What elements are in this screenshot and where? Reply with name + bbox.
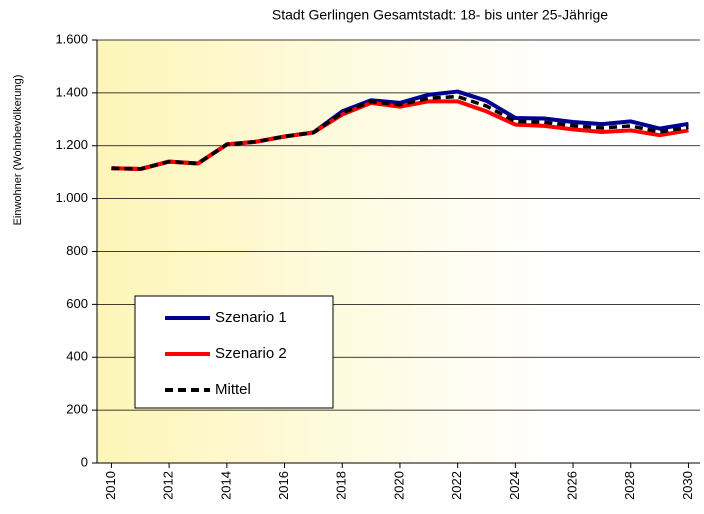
x-tick-label: 2024 xyxy=(507,471,522,500)
chart-title: Stadt Gerlingen Gesamtstadt: 18- bis unt… xyxy=(272,7,608,23)
x-tick-label: 2018 xyxy=(334,471,349,500)
y-tick-label: 1.200 xyxy=(55,137,88,152)
y-tick-label: 1.400 xyxy=(55,84,88,99)
y-axis-label: Einwohner (Wohnbevölkerung) xyxy=(12,75,24,226)
y-tick-label: 600 xyxy=(66,296,88,311)
x-tick-label: 2014 xyxy=(218,471,233,500)
x-tick-label: 2026 xyxy=(564,471,579,500)
legend-label: Szenario 2 xyxy=(215,345,287,362)
y-tick-label: 0 xyxy=(81,454,88,469)
y-tick-label: 1.600 xyxy=(55,31,88,46)
y-tick-label: 400 xyxy=(66,349,88,364)
y-tick-label: 800 xyxy=(66,243,88,258)
x-tick-label: 2022 xyxy=(449,471,464,500)
x-tick-label: 2016 xyxy=(276,471,291,500)
legend-label: Mittel xyxy=(215,381,251,398)
y-tick-label: 200 xyxy=(66,402,88,417)
x-tick-label: 2012 xyxy=(161,471,176,500)
x-tick-label: 2028 xyxy=(622,471,637,500)
series-line xyxy=(111,94,689,171)
legend: Szenario 1 Szenario 2 Mittel xyxy=(134,295,334,409)
y-tick-label: 1.000 xyxy=(55,190,88,205)
x-tick-label: 2010 xyxy=(103,471,118,500)
series-line xyxy=(111,99,689,172)
legend-label: Szenario 1 xyxy=(215,309,287,326)
x-tick-label: 2030 xyxy=(680,471,695,500)
x-tick-label: 2020 xyxy=(391,471,406,500)
